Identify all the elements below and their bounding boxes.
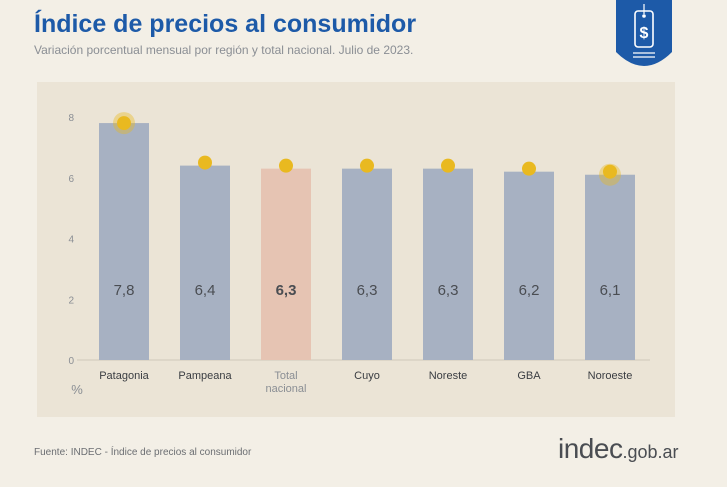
category-label: Noreste [429, 370, 468, 382]
bar [261, 168, 311, 360]
bar [423, 168, 473, 360]
indec-logo: indec.gob.ar [558, 433, 678, 465]
data-label: 6,1 [600, 282, 621, 299]
category-label: GBA [517, 370, 541, 382]
category-label: nacional [266, 383, 307, 395]
bar [342, 168, 392, 360]
y-axis-label: % [71, 382, 83, 397]
value-marker [603, 164, 617, 179]
value-marker [117, 116, 131, 131]
chart-subtitle: Variación porcentual mensual por región … [34, 43, 414, 57]
data-label: 6,3 [276, 282, 297, 299]
bar-chart: 0 2 4 6 8% 7,8 Patagonia 6,4 Pampeana 6,3 Totalnac… [68, 112, 650, 397]
y-tick-label: 0 [68, 356, 74, 367]
chart-title: Índice de precios al consumidor [34, 10, 417, 38]
category-label: Cuyo [354, 370, 380, 382]
bar [585, 174, 635, 360]
y-tick-label: 4 [68, 235, 74, 246]
category-label: Noroeste [588, 370, 633, 382]
bar [180, 165, 230, 360]
y-tick-label: 2 [68, 295, 74, 306]
y-tick-label: 8 [68, 113, 74, 124]
brand-main: indec [558, 433, 623, 464]
value-marker [360, 158, 374, 173]
dollar-sign: $ [640, 25, 649, 42]
y-tick-label: 6 [68, 174, 74, 185]
category-label: Total [274, 370, 297, 382]
data-label: 6,3 [438, 282, 459, 299]
value-marker [198, 155, 212, 170]
source-note: Fuente: INDEC - Índice de precios al con… [34, 447, 252, 458]
chart-panel: 0 2 4 6 8% 7,8 Patagonia 6,4 Pampeana 6,3 Total nac… [37, 82, 675, 417]
brand-suffix: .gob.ar [622, 442, 679, 462]
data-label: 6,3 [357, 282, 378, 299]
category-label: Pampeana [178, 370, 232, 382]
data-label: 7,8 [114, 282, 135, 299]
data-label: 6,4 [195, 282, 216, 299]
value-marker [279, 158, 293, 173]
value-marker [522, 161, 536, 176]
value-marker [441, 158, 455, 173]
price-tag-icon: $ [616, 0, 672, 66]
data-label: 6,2 [519, 282, 540, 299]
bar [99, 123, 149, 360]
bar [504, 171, 554, 360]
category-label: Patagonia [99, 370, 149, 382]
